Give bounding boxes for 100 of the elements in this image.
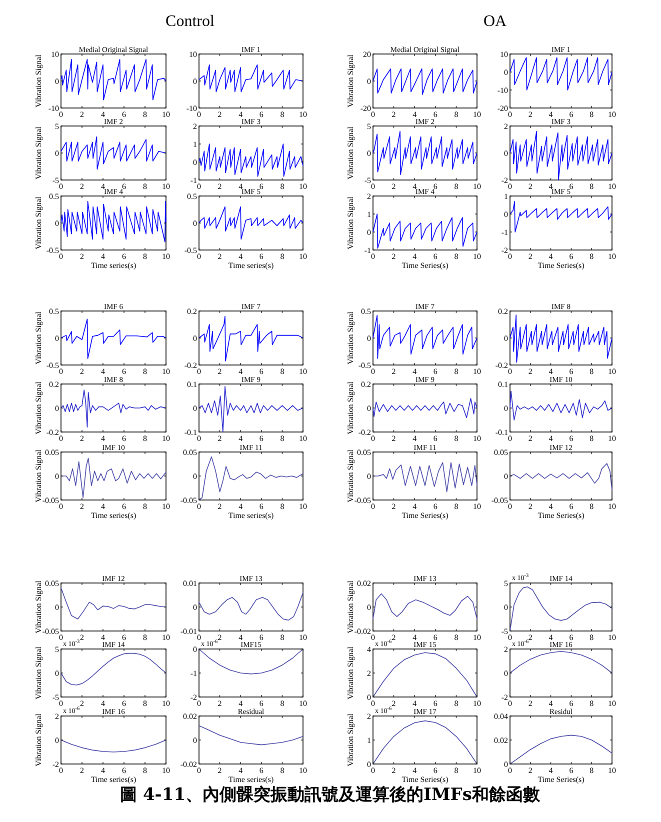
x-tick-label: 8	[143, 766, 147, 775]
x-tick-label: 6	[259, 182, 264, 191]
y-tick-label: 0	[367, 149, 371, 158]
y-tick-label: -1	[190, 176, 197, 185]
x-tick-label: 10	[473, 633, 481, 642]
x-tick-label: 10	[608, 434, 616, 443]
caption: 圖 4-11、內側髁突振動訊號及運算後的IMFs和餘函數	[120, 785, 541, 805]
x-tick-label: 4	[412, 633, 417, 642]
x-tick-label: 2	[80, 434, 84, 443]
x-tick-label: 6	[259, 633, 264, 642]
x-tick-label: 8	[590, 766, 594, 775]
y-axis-title: Vibration Signal	[346, 126, 355, 180]
x-tick-label: 10	[608, 699, 616, 708]
line-series	[198, 206, 304, 240]
line-series	[60, 587, 166, 620]
x-tick-label: 6	[569, 633, 574, 642]
x-tick-label: 10	[608, 367, 616, 376]
x-tick-label: 2	[218, 367, 222, 376]
x-tick-label: 8	[280, 252, 284, 261]
y-axis-title: Vibration Signal	[346, 646, 355, 700]
y-tick-label: 1	[504, 192, 508, 201]
x-tick-label: 2	[80, 502, 84, 511]
x-tick-label: 8	[590, 502, 594, 511]
x-tick-label: 8	[590, 252, 594, 261]
line-series	[372, 652, 478, 698]
x-tick-label: 4	[101, 367, 105, 376]
x-tick-label: 4	[548, 367, 553, 376]
x-tick-label: 4	[101, 502, 105, 511]
x-tick-label: 10	[162, 110, 170, 119]
y-tick-label: 0	[367, 472, 371, 481]
y-tick-label: 0	[55, 404, 59, 413]
y-tick-label: 0.05	[45, 448, 59, 457]
line-series	[60, 201, 166, 242]
x-tick-label: 8	[143, 252, 147, 261]
line-series	[60, 318, 166, 359]
x-tick-label: 4	[548, 434, 553, 443]
x-tick-label: 2	[528, 110, 532, 119]
x-tick-label: 4	[412, 367, 417, 376]
y-tick-label: 0.5	[49, 192, 59, 201]
x-tick-label: 8	[454, 182, 458, 191]
line-series	[198, 144, 304, 177]
x-tick-label: 2	[528, 502, 532, 511]
x-axis-title: Time Series(s)	[538, 261, 585, 270]
line-series	[198, 316, 304, 362]
x-tick-label: 6	[122, 502, 126, 511]
y-tick-label: 0	[367, 228, 371, 237]
x-tick-label: 6	[122, 252, 126, 261]
x-tick-label: 8	[143, 182, 147, 191]
x-tick-label: 6	[433, 252, 438, 261]
x-tick-label: 10	[299, 434, 307, 443]
x-tick-label: 4	[238, 699, 243, 708]
x-tick-label: 6	[122, 699, 126, 708]
x-tick-label: 4	[548, 699, 553, 708]
y-axis-title: Vibration Signal	[346, 380, 355, 434]
x-tick-label: 10	[162, 252, 170, 261]
y-tick-label: 2	[367, 712, 371, 721]
y-axis-title: Vibration Signal	[34, 126, 43, 180]
y-tick-label: -0.5	[46, 361, 59, 370]
y-axis-title: Vibration Signal	[34, 380, 43, 434]
y-tick-label: 2	[504, 122, 508, 131]
y-tick-label: -2	[501, 176, 508, 185]
y-tick-label: 0	[504, 149, 508, 158]
y-tick-label: -0.1	[495, 428, 508, 437]
x-axis-title: Time series(s)	[228, 511, 274, 520]
x-axis-title: Time Series(s)	[402, 261, 449, 270]
x-tick-label: 8	[590, 434, 594, 443]
y-tick-label: 1	[193, 140, 197, 149]
line-series	[60, 59, 166, 100]
x-tick-label: 8	[143, 633, 147, 642]
line-series	[372, 131, 478, 175]
x-tick-label: 10	[608, 182, 616, 191]
x-tick-label: 4	[412, 252, 417, 261]
y-tick-label: 0.5	[49, 307, 59, 316]
x-tick-label: 10	[299, 367, 307, 376]
x-tick-label: 6	[569, 110, 574, 119]
y-tick-label: 0	[193, 736, 197, 745]
x-tick-label: 2	[218, 182, 222, 191]
y-tick-label: 0	[193, 77, 197, 86]
x-tick-label: 10	[299, 110, 307, 119]
x-tick-label: 8	[280, 182, 284, 191]
x-axis-title: Time Series(s)	[402, 511, 449, 520]
y-tick-label: 0	[367, 404, 371, 413]
x-tick-label: 10	[299, 766, 307, 775]
x-tick-label: 2	[528, 766, 532, 775]
y-tick-label: 1	[367, 736, 371, 745]
x-tick-label: 6	[122, 182, 126, 191]
x-tick-label: 4	[548, 766, 553, 775]
y-tick-label: 0	[55, 219, 59, 228]
y-axis-title: Vibration Signal	[34, 712, 43, 766]
x-tick-label: 4	[238, 182, 243, 191]
x-tick-label: 8	[590, 182, 594, 191]
x-tick-label: 4	[548, 502, 553, 511]
y-tick-label: 0.05	[45, 579, 59, 588]
x-tick-label: 10	[162, 182, 170, 191]
x-tick-label: 2	[218, 633, 222, 642]
line-series	[510, 651, 612, 674]
y-tick-label: 0	[55, 334, 59, 343]
x-tick-label: 10	[299, 699, 307, 708]
x-tick-label: 6	[433, 766, 438, 775]
line-series	[510, 314, 612, 363]
